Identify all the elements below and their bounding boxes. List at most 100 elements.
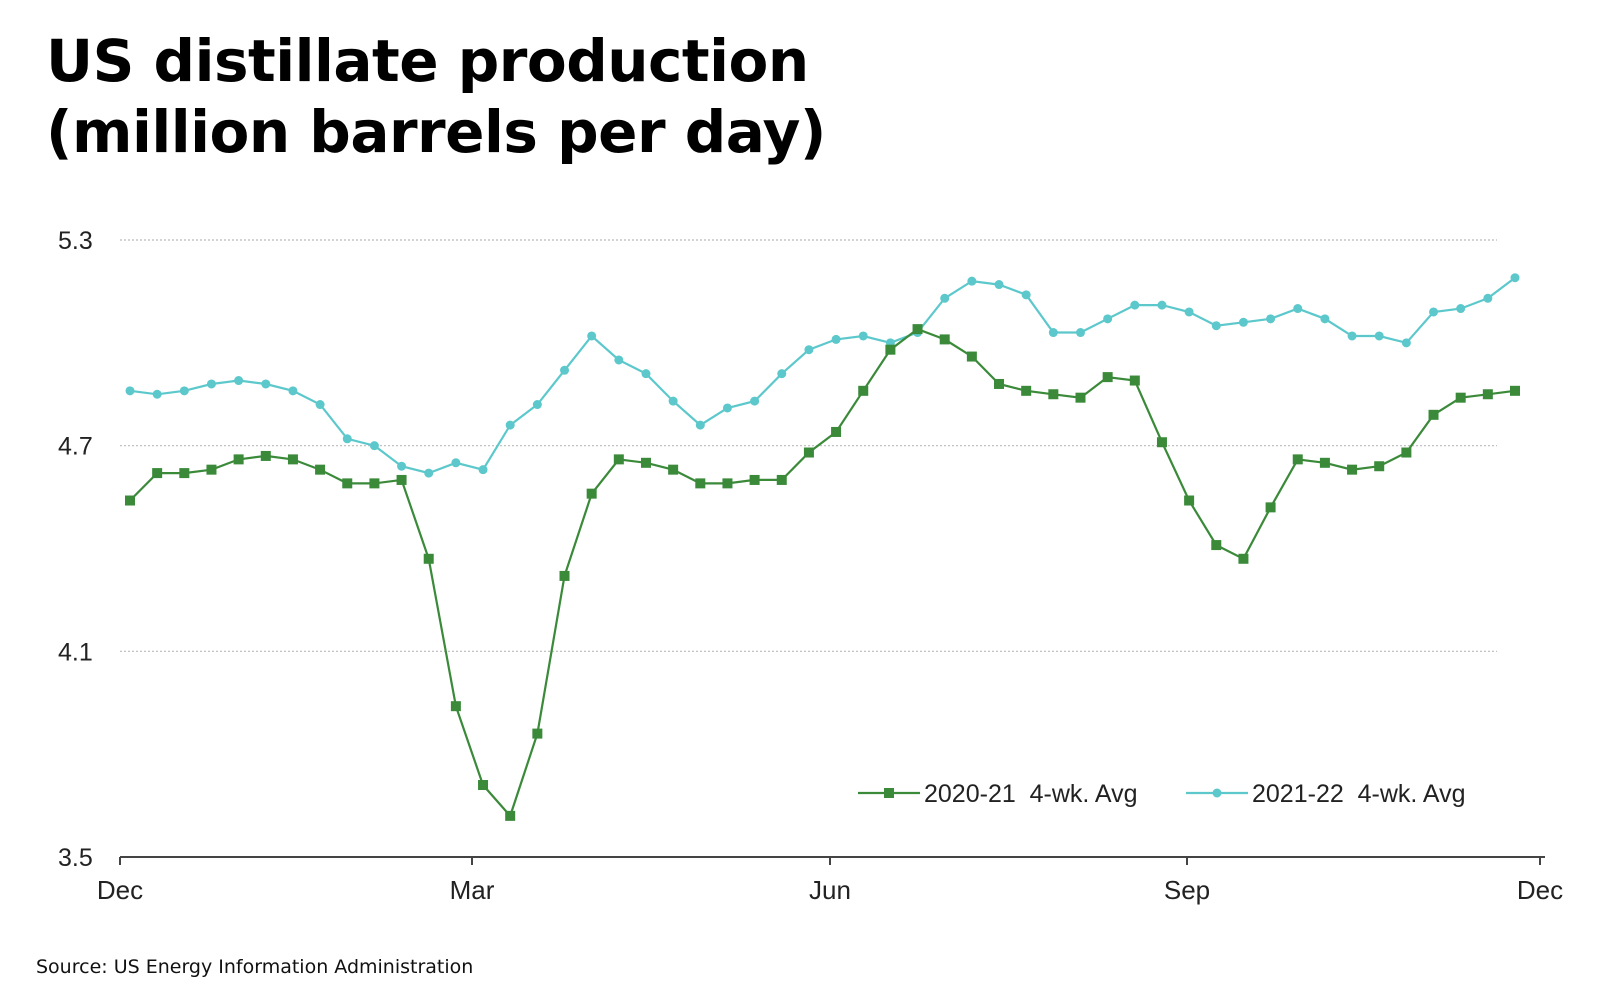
data-point (1103, 314, 1113, 324)
data-point (342, 478, 353, 489)
data-point (478, 465, 488, 475)
chart-subtitle: (million barrels per day) (46, 98, 826, 166)
data-point (1211, 540, 1222, 551)
data-point (722, 478, 733, 489)
data-point (695, 478, 706, 489)
data-point (1156, 437, 1167, 448)
legend-marker (884, 788, 894, 798)
data-point (369, 478, 380, 489)
data-point (668, 464, 679, 475)
data-point (1429, 307, 1439, 317)
x-tick-label: Mar (450, 875, 495, 905)
data-point (1184, 307, 1194, 317)
data-point (1048, 389, 1059, 400)
data-point (234, 376, 244, 386)
data-point (532, 400, 542, 410)
data-point (179, 468, 190, 479)
data-point (1130, 300, 1140, 310)
data-point (261, 379, 271, 389)
data-point (804, 345, 814, 355)
data-point (315, 464, 326, 475)
data-point (722, 403, 732, 413)
data-point (1293, 304, 1303, 314)
legend-label: 2021-22 4-wk. Avg (1252, 780, 1466, 808)
data-point (967, 276, 977, 286)
data-point (288, 386, 298, 396)
data-point (451, 458, 461, 468)
data-point (315, 400, 325, 410)
data-point (939, 334, 950, 345)
data-point (206, 464, 217, 475)
data-point (1428, 409, 1439, 420)
data-point (750, 396, 760, 406)
data-point (206, 379, 216, 389)
data-point (1292, 454, 1303, 465)
data-point (125, 386, 135, 396)
data-point (125, 495, 135, 506)
data-point (1319, 457, 1330, 468)
data-point (831, 426, 842, 437)
data-point (1401, 338, 1411, 348)
data-point (1266, 314, 1276, 324)
series-line (129, 276, 1516, 475)
data-point (695, 420, 705, 430)
data-point (1265, 502, 1276, 513)
data-point (749, 474, 760, 485)
data-point (1129, 375, 1140, 386)
x-tick-label: Jun (809, 875, 851, 905)
data-point (423, 553, 434, 564)
data-point (966, 351, 977, 362)
data-point (1510, 273, 1520, 283)
y-tick-label: 3.5 (58, 844, 93, 872)
data-point (1021, 290, 1031, 300)
data-point (586, 488, 597, 499)
x-tick-label: Dec (97, 875, 143, 905)
data-point (505, 420, 515, 430)
data-point (885, 344, 896, 355)
data-point (260, 450, 271, 461)
data-point (1510, 385, 1520, 396)
data-point (803, 447, 814, 458)
data-point (1401, 447, 1412, 458)
data-point (858, 385, 869, 396)
data-point (641, 369, 651, 379)
data-point (233, 454, 244, 465)
data-point (1374, 331, 1384, 341)
data-point (1184, 495, 1195, 506)
x-tick-label: Dec (1517, 875, 1563, 905)
chart-title: US distillate production (46, 27, 809, 95)
data-point (668, 396, 678, 406)
data-point (777, 369, 787, 379)
data-point (1211, 321, 1221, 331)
data-point (1320, 314, 1330, 324)
data-point (1048, 328, 1058, 338)
data-point (1238, 317, 1248, 327)
data-point (1347, 331, 1357, 341)
data-point (179, 386, 189, 396)
data-point (152, 389, 162, 399)
data-point (858, 331, 868, 341)
data-point (1483, 293, 1493, 303)
x-tick-label: Sep (1164, 875, 1210, 905)
data-point (1075, 392, 1086, 403)
data-point (1238, 553, 1249, 564)
data-point (1021, 385, 1032, 396)
data-point (560, 365, 570, 375)
data-point (1456, 304, 1466, 314)
data-point (342, 434, 352, 444)
y-tick-label: 4.7 (58, 433, 93, 461)
data-point (994, 378, 1005, 389)
data-point (1075, 328, 1085, 338)
data-point (1374, 461, 1385, 472)
data-point (450, 701, 461, 712)
data-point (1455, 392, 1466, 403)
y-tick-label: 5.3 (58, 227, 93, 255)
legend-label: 2020-21 4-wk. Avg (924, 780, 1138, 808)
data-point (640, 457, 651, 468)
data-point (587, 331, 597, 341)
data-point (776, 474, 787, 485)
legend-marker (1212, 788, 1222, 798)
series-line (129, 327, 1516, 819)
data-point (396, 474, 407, 485)
data-point (152, 468, 163, 479)
